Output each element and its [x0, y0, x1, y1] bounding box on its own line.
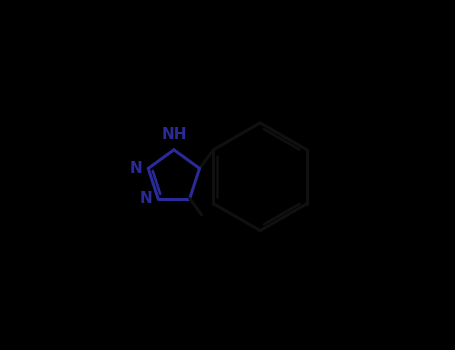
Text: N: N — [139, 191, 152, 206]
Text: N: N — [130, 161, 142, 176]
Text: NH: NH — [161, 127, 187, 142]
